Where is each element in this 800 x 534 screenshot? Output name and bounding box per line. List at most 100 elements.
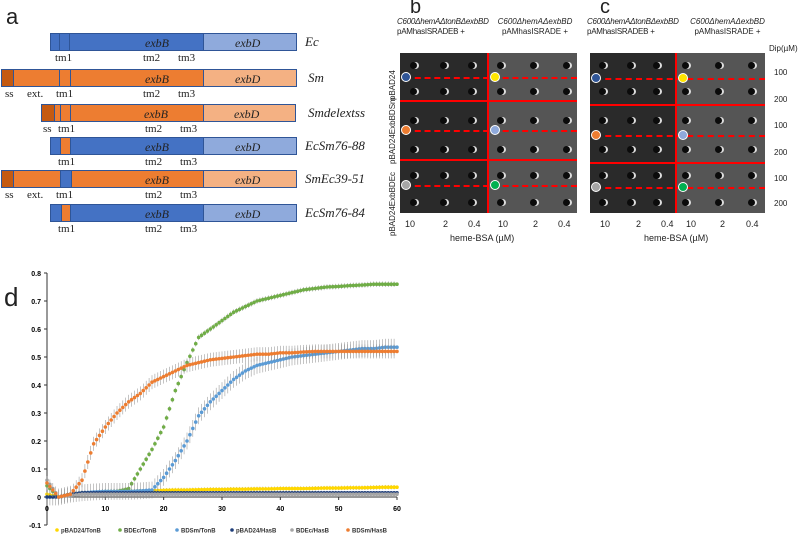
data-point-pbad24-tonb — [170, 488, 175, 492]
data-point-bdsm-hasb — [360, 349, 364, 354]
data-point-bdec-hasb — [261, 492, 265, 496]
data-point-bdsm-hasb — [278, 351, 283, 355]
data-point-bdec-tonb — [202, 331, 207, 335]
well — [627, 172, 634, 179]
data-point-bdsm-hasb — [380, 349, 385, 354]
data-point-bdec-tonb — [258, 298, 262, 303]
data-point-bdec-tonb — [208, 327, 213, 331]
data-point-bdsm-hasb — [249, 353, 253, 357]
data-point-bdec-hasb — [237, 492, 242, 496]
data-point-bdec-tonb — [255, 299, 259, 303]
data-point-bdsm-hasb — [138, 391, 143, 396]
data-point-bdsm-hasb — [191, 362, 195, 366]
data-point-bdsm-hasb — [100, 429, 105, 433]
exbb-segment — [70, 70, 204, 86]
data-point-pbad24-tonb — [357, 485, 361, 490]
data-point-bdec-hasb — [243, 492, 248, 496]
legend-marker — [290, 528, 294, 532]
data-point-bdec-tonb — [234, 309, 239, 313]
data-point-pbad24-tonb — [261, 487, 265, 491]
data-point-bdsm-hasb — [342, 349, 347, 354]
data-point-pbad24-tonb — [363, 485, 367, 490]
panel-c-label: c — [600, 0, 610, 18]
data-point-bdsm-tonb — [263, 361, 268, 366]
legend-label: BDEc/HasB — [296, 529, 330, 534]
data-point-bdsm-tonb — [261, 362, 265, 366]
construct-name: SmEc39-51 — [305, 171, 365, 186]
data-point-bdec-hasb — [281, 492, 286, 496]
data-point-pbad24-tonb — [199, 487, 204, 492]
strain-marker — [401, 72, 411, 82]
data-point-bdec-tonb — [205, 329, 210, 333]
data-point-bdec-tonb — [293, 290, 297, 294]
data-point-bdec-hasb — [228, 492, 233, 496]
data-point-bdsm-hasb — [287, 351, 291, 355]
well — [563, 146, 570, 153]
data-point-pbad24-tonb — [395, 485, 399, 489]
data-point-bdec-hasb — [255, 492, 259, 496]
data-point-bdec-hasb — [220, 492, 224, 496]
well — [497, 62, 504, 69]
well — [530, 117, 537, 124]
well — [715, 62, 722, 69]
x-tick-label: 30 — [218, 506, 226, 513]
data-point-bdec-hasb — [380, 492, 385, 496]
data-point-pbad24-tonb — [293, 486, 297, 491]
data-point-bdec-tonb — [363, 283, 367, 287]
data-point-bdec-tonb — [287, 291, 291, 296]
data-point-bdec-hasb — [150, 492, 154, 496]
data-point-bdec-hasb — [170, 492, 175, 496]
data-point-bdsm-hasb — [348, 349, 353, 354]
data-point-pbad24-tonb — [214, 487, 218, 492]
data-point-bdsm-tonb — [395, 345, 399, 349]
data-point-bdec-hasb — [296, 492, 300, 496]
data-point-bdsm-hasb — [234, 354, 239, 359]
data-point-bdec-hasb — [144, 492, 148, 496]
data-point-bdsm-tonb — [240, 371, 245, 375]
well — [627, 199, 634, 206]
data-point-bdec-hasb — [284, 492, 288, 496]
well — [599, 199, 606, 206]
well — [748, 117, 755, 124]
data-point-bdsm-hasb — [144, 386, 148, 390]
panel-b-xlabel: heme-BSA (µM) — [450, 233, 515, 243]
data-point-bdec-hasb — [377, 492, 382, 496]
data-point-bdec-hasb — [135, 492, 140, 496]
data-point-bdec-hasb — [88, 492, 93, 496]
data-point-bdec-tonb — [395, 282, 399, 286]
data-point-bdsm-hasb — [220, 356, 224, 361]
data-point-bdsm-hasb — [77, 481, 81, 486]
data-point-pbad24-tonb — [272, 486, 277, 491]
dip-value: 100 — [774, 121, 788, 130]
data-point-bdec-hasb — [115, 492, 119, 496]
concentration-label: 2 — [720, 219, 726, 229]
data-point-pbad24-tonb — [333, 486, 338, 490]
data-point-bdec-tonb — [316, 286, 321, 290]
data-point-bdec-hasb — [333, 492, 338, 496]
data-point-bdec-hasb — [123, 492, 128, 496]
data-point-bdsm-hasb — [109, 418, 113, 422]
data-point-bdsm-tonb — [275, 358, 280, 363]
data-point-bdsm-hasb — [161, 374, 166, 379]
data-point-bdsm-hasb — [147, 383, 151, 387]
data-point-bdsm-hasb — [112, 414, 116, 419]
data-point-bdsm-hasb — [202, 359, 207, 363]
domain-label: tm3 — [180, 189, 198, 201]
data-point-bdsm-hasb — [298, 350, 303, 354]
construct-name: EcSm76-88 — [305, 138, 365, 153]
gene-label-exbb: exbB — [145, 36, 169, 50]
data-point-bdec-tonb — [263, 297, 268, 301]
data-point-bdec-hasb — [106, 492, 111, 496]
data-point-bdec-tonb — [304, 287, 309, 292]
data-point-bdec-hasb — [185, 492, 189, 496]
data-point-bdec-hasb — [103, 492, 108, 496]
data-point-bdec-hasb — [328, 492, 332, 496]
data-point-bdsm-hasb — [182, 365, 186, 369]
data-point-bdsm-hasb — [328, 349, 332, 354]
legend-label: BDSm/TonB — [181, 529, 216, 534]
well — [682, 62, 689, 69]
exbd-domain — [203, 171, 296, 187]
data-point-bdsm-hasb — [296, 350, 300, 355]
data-point-bdec-hasb — [141, 492, 146, 496]
y-tick-label: 0.3 — [31, 411, 41, 418]
